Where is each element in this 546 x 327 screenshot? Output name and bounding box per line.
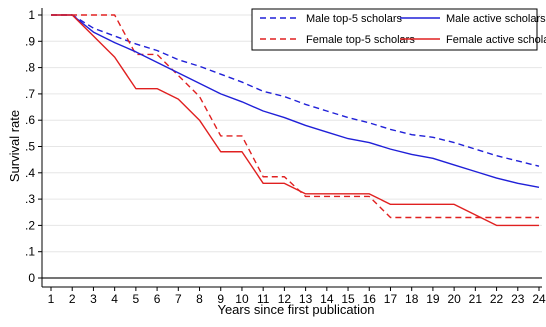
x-tick-label: 14 <box>320 292 334 306</box>
y-tick-label: .2 <box>25 218 35 232</box>
x-tick-label: 1 <box>48 292 55 306</box>
series-line-male-active-scholars <box>51 14 540 188</box>
x-axis-label: Years since first publication <box>217 302 374 317</box>
legend-label: Male active scholars <box>446 13 546 25</box>
y-tick-label: 1 <box>28 8 35 22</box>
axis-layer: 0.1.2.3.4.5.6.7.8.911 2 3 4 5 6 7 8 9 10 11 12 13 14 1… <box>25 8 546 306</box>
series-line-female-active-scholars <box>51 14 539 227</box>
x-tick-label: 24 <box>532 292 546 306</box>
x-tick-label: 8 <box>196 292 203 306</box>
x-tick-label: 10 <box>235 292 249 306</box>
legend-label: Female active scholars <box>446 34 546 46</box>
y-tick-label: .8 <box>25 61 35 75</box>
x-tick-label: 15 <box>341 292 355 306</box>
x-tick-label: 6 <box>154 292 161 306</box>
legend-box <box>251 8 538 51</box>
x-tick-label: 13 <box>299 292 313 306</box>
y-tick-label: .7 <box>25 87 35 101</box>
y-tick-label: .6 <box>25 113 35 127</box>
y-tick-label: 0 <box>28 271 35 285</box>
legend-label: Female top-5 scholars <box>306 34 415 46</box>
x-tick-label: 22 <box>490 292 504 306</box>
x-tick-label: 17 <box>384 292 398 306</box>
x-tick-label: 2 <box>69 292 76 306</box>
legend-label: Male top-5 scholars <box>306 13 402 25</box>
x-tick-label: 5 <box>133 292 140 306</box>
y-tick-label: .5 <box>25 140 35 154</box>
x-tick-label: 7 <box>175 292 182 306</box>
y-tick-label: .4 <box>25 166 35 180</box>
series-line-female-top-5-scholars <box>51 14 539 219</box>
x-tick-label: 16 <box>363 292 377 306</box>
x-tick-label: 21 <box>469 292 483 306</box>
y-tick-label: .1 <box>25 245 35 259</box>
x-tick-label: 4 <box>111 292 118 306</box>
x-tick-label: 18 <box>405 292 419 306</box>
x-tick-label: 19 <box>426 292 440 306</box>
series-line-male-top-5-scholars <box>51 14 540 167</box>
legend: Male top-5 scholars Female top-5 scholars… <box>251 8 546 51</box>
y-axis-label: Survival rate <box>7 110 22 182</box>
x-tick-label: 11 <box>257 292 270 306</box>
x-tick-label: 3 <box>90 292 97 306</box>
x-tick-label: 9 <box>217 292 224 306</box>
y-tick-label: .3 <box>25 192 35 206</box>
x-tick-label: 12 <box>278 292 292 306</box>
series-layer <box>51 14 540 227</box>
y-tick-label: .9 <box>25 34 35 48</box>
x-tick-label: 20 <box>447 292 461 306</box>
x-tick-label: 23 <box>511 292 525 306</box>
